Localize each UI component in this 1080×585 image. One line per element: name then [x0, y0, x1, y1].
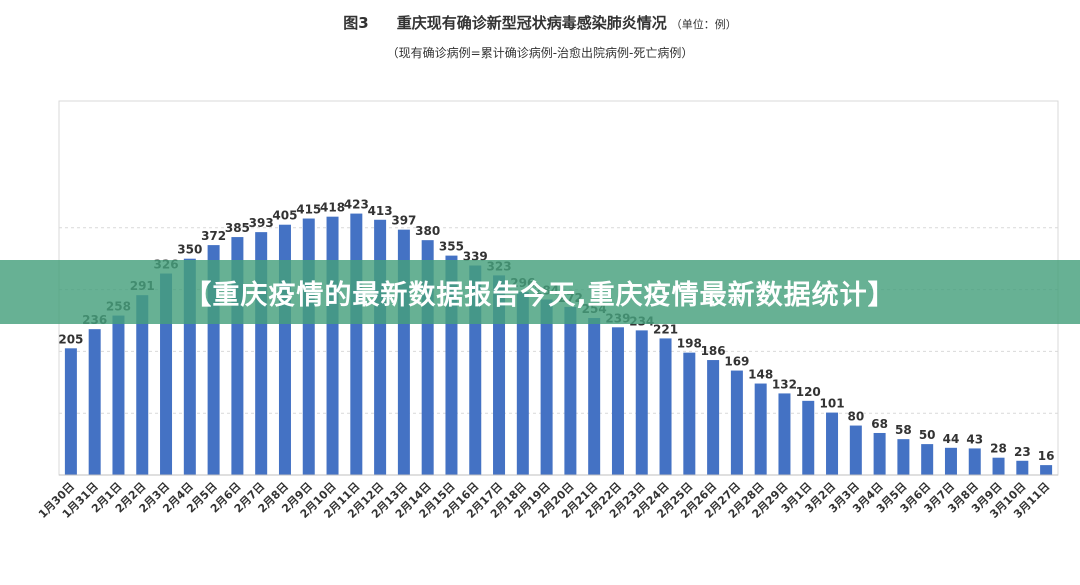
value-label: 397 [391, 214, 416, 228]
bar [683, 352, 696, 475]
value-label: 198 [677, 337, 702, 351]
value-label: 148 [748, 368, 773, 382]
bar [1016, 460, 1029, 475]
value-label: 393 [249, 216, 274, 230]
value-label: 355 [439, 240, 464, 254]
bar [493, 275, 506, 475]
bar [730, 370, 743, 475]
value-label: 28 [990, 442, 1007, 456]
x-tick-labels: 1月30日1月31日2月1日2月2日2月3日2月4日2月5日2月6日2月7日2月… [36, 480, 1052, 521]
value-label: 132 [772, 377, 797, 391]
bar [64, 348, 77, 475]
value-label: 372 [201, 229, 226, 243]
bars [64, 213, 1053, 475]
bar [540, 299, 553, 475]
value-label: 120 [796, 385, 821, 399]
value-label: 16 [1038, 449, 1055, 463]
overlay-banner: 【重庆疫情的最新数据报告今天,重庆疫情最新数据统计】 [0, 260, 1080, 324]
unit-text: （单位：例） [670, 18, 737, 31]
figure-label: 图3 [343, 14, 369, 32]
value-label: 44 [943, 432, 960, 446]
bar [826, 412, 839, 475]
bar [921, 444, 934, 475]
bar [588, 318, 601, 475]
value-label: 58 [895, 423, 912, 437]
bar [1040, 465, 1053, 475]
value-label: 80 [847, 410, 864, 424]
value-label: 43 [966, 432, 983, 446]
value-label: 415 [296, 203, 321, 217]
value-label: 413 [368, 204, 393, 218]
value-label: 339 [463, 249, 488, 263]
value-label: 205 [58, 332, 83, 346]
bar [778, 393, 791, 475]
bar [802, 400, 815, 475]
bar [564, 306, 577, 475]
bar [849, 425, 862, 475]
bar [968, 448, 981, 475]
bar [754, 383, 767, 475]
value-label: 385 [225, 221, 250, 235]
value-label: 423 [344, 198, 369, 212]
bar [516, 292, 529, 475]
value-label: 101 [820, 397, 845, 411]
bar [112, 315, 125, 475]
value-label: 380 [415, 224, 440, 238]
bar [326, 216, 339, 475]
bar [374, 219, 387, 475]
value-label: 418 [320, 201, 345, 215]
value-label: 169 [724, 355, 749, 369]
value-label: 186 [701, 344, 726, 358]
bar [707, 360, 720, 475]
bar [944, 447, 957, 475]
bar [350, 213, 363, 475]
bar [88, 329, 101, 475]
banner-text: 【重庆疫情的最新数据报告今天,重庆疫情最新数据统计】 [184, 279, 896, 311]
bar [302, 218, 315, 475]
value-label: 221 [653, 322, 678, 336]
bar [635, 330, 648, 475]
bar [897, 439, 910, 475]
value-label: 68 [871, 417, 888, 431]
value-label: 350 [177, 243, 202, 257]
title-text: 重庆现有确诊新型冠状病毒感染肺炎情况 [396, 14, 667, 32]
bar [992, 457, 1005, 475]
chart-title: 图3 重庆现有确诊新型冠状病毒感染肺炎情况 （单位：例） [0, 12, 1080, 33]
value-label: 50 [919, 428, 936, 442]
bar [136, 295, 149, 475]
bar [611, 327, 624, 475]
value-label: 405 [272, 209, 297, 223]
bar [659, 338, 672, 475]
chart-subtitle: （现有确诊病例=累计确诊病例-治愈出院病例-死亡病例） [386, 46, 694, 60]
value-label: 23 [1014, 445, 1031, 459]
bar [873, 432, 886, 475]
